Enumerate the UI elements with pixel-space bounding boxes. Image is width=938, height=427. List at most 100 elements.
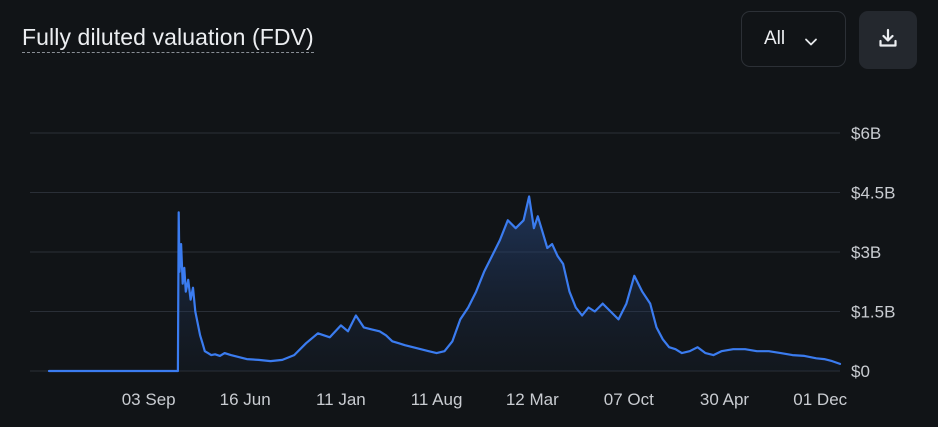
data-point <box>379 330 381 332</box>
data-point <box>246 358 248 360</box>
data-point <box>557 255 559 257</box>
fdv-series-line[interactable] <box>47 195 842 373</box>
data-point <box>720 350 723 352</box>
y-tick-label: $3B <box>851 243 881 262</box>
x-tick-label: 12 Mar <box>506 390 559 409</box>
data-point <box>625 303 628 305</box>
y-tick-label: $1.5B <box>851 303 895 322</box>
data-point <box>499 239 501 241</box>
x-tick-label: 03 Sep <box>122 390 176 409</box>
data-point <box>398 342 400 344</box>
data-point <box>551 243 553 245</box>
data-point <box>219 355 221 357</box>
range-dropdown[interactable]: All <box>741 11 846 67</box>
data-point <box>649 303 651 305</box>
data-point <box>177 370 179 372</box>
data-point <box>831 360 833 362</box>
data-point <box>780 352 782 354</box>
data-point <box>329 336 331 338</box>
data-point <box>258 359 260 361</box>
data-point <box>347 330 349 332</box>
data-point <box>617 318 620 320</box>
data-point <box>187 279 189 281</box>
data-point <box>587 306 590 309</box>
data-point <box>197 322 199 324</box>
data-point <box>641 291 643 293</box>
data-point <box>412 346 414 348</box>
data-point <box>224 352 226 354</box>
data-point <box>178 211 180 213</box>
data-point <box>744 348 746 350</box>
fdv-area <box>49 196 840 371</box>
data-point <box>199 334 201 336</box>
x-tick-label: 16 Jun <box>220 390 271 409</box>
download-button[interactable] <box>859 11 917 69</box>
data-point <box>791 354 794 356</box>
data-point <box>192 287 194 289</box>
data-point <box>305 342 307 344</box>
data-point <box>732 348 734 350</box>
data-point <box>633 275 635 277</box>
data-point <box>697 346 699 348</box>
x-tick-label: 30 Apr <box>700 390 749 409</box>
data-point <box>281 359 283 361</box>
data-point <box>712 354 715 356</box>
data-point <box>756 350 758 352</box>
data-point <box>568 291 571 293</box>
data-point <box>542 231 544 233</box>
data-point <box>204 350 206 352</box>
chevron-down-icon <box>804 33 818 55</box>
data-point <box>662 338 664 340</box>
chart-title[interactable]: Fully diluted valuation (FDV) <box>22 24 314 53</box>
x-tick-label: 01 Dec <box>793 390 847 409</box>
data-point <box>594 310 596 313</box>
data-point <box>533 227 535 229</box>
data-point <box>207 352 209 354</box>
data-point <box>674 348 677 350</box>
data-point <box>689 350 691 352</box>
data-point <box>491 255 493 257</box>
data-point <box>293 354 295 356</box>
data-point <box>48 370 50 372</box>
data-point <box>371 328 373 330</box>
data-point <box>602 303 604 305</box>
data-point <box>443 350 446 352</box>
data-point <box>475 291 477 293</box>
data-point <box>459 318 461 320</box>
data-point <box>515 227 517 229</box>
data-point <box>668 346 670 348</box>
x-tick-label: 11 Jan <box>316 390 366 409</box>
data-point <box>681 352 683 354</box>
x-tick-label: 07 Oct <box>604 390 654 409</box>
y-tick-label: $0 <box>851 362 870 381</box>
data-point <box>803 355 806 357</box>
y-tick-label: $4.5B <box>851 184 895 203</box>
data-point <box>355 314 357 317</box>
data-point <box>581 314 583 317</box>
data-point <box>201 342 204 344</box>
data-point <box>655 326 658 328</box>
data-point <box>404 344 406 346</box>
data-point <box>436 352 438 354</box>
data-point <box>483 271 485 273</box>
download-icon <box>877 27 899 54</box>
data-point <box>467 306 469 309</box>
data-point <box>363 326 365 328</box>
data-point <box>546 247 548 249</box>
data-point <box>190 299 192 301</box>
data-point <box>340 324 342 326</box>
data-point <box>180 243 182 245</box>
y-tick-label: $6B <box>851 124 881 143</box>
data-point <box>839 363 841 365</box>
data-point <box>562 263 564 265</box>
data-point <box>528 195 530 198</box>
data-point <box>507 219 509 221</box>
data-point <box>210 354 212 356</box>
data-point <box>575 306 577 309</box>
data-point <box>610 310 612 313</box>
data-point <box>182 283 184 285</box>
data-point <box>269 360 272 362</box>
data-point <box>815 357 817 359</box>
data-point <box>230 354 232 356</box>
